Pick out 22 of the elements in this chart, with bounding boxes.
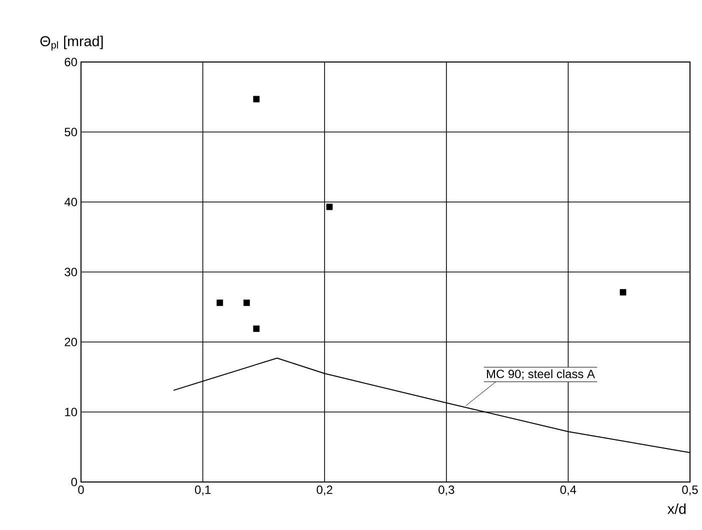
y-tick-label: 20 xyxy=(64,338,78,346)
x-tick-label: 0,5 xyxy=(682,486,698,496)
point xyxy=(326,204,333,210)
annotation: MC 90; steel class A xyxy=(487,369,595,380)
y-tick-label: 40 xyxy=(64,198,78,206)
point xyxy=(216,300,224,306)
x-tick-label: 0 xyxy=(78,486,84,494)
x-tick-label: 0,3 xyxy=(438,486,454,496)
y-tick-label: 60 xyxy=(64,58,78,66)
y-tick-label: 50 xyxy=(64,128,78,136)
y-tick-label: 10 xyxy=(65,408,78,416)
x-tick-label: 0,4 xyxy=(560,486,576,496)
x-axis-title: x/d xyxy=(668,503,686,514)
x-tick-label: 0,2 xyxy=(316,486,332,496)
point xyxy=(243,300,250,306)
y-tick-label: 0 xyxy=(71,478,78,486)
point xyxy=(620,289,626,296)
point xyxy=(253,326,260,332)
x-tick-label: 0,1 xyxy=(194,486,211,496)
y-tick-label: 30 xyxy=(64,268,78,276)
y-axis-title: Θ$_{pl}$ [mrad] xyxy=(40,36,103,50)
point xyxy=(253,96,260,102)
